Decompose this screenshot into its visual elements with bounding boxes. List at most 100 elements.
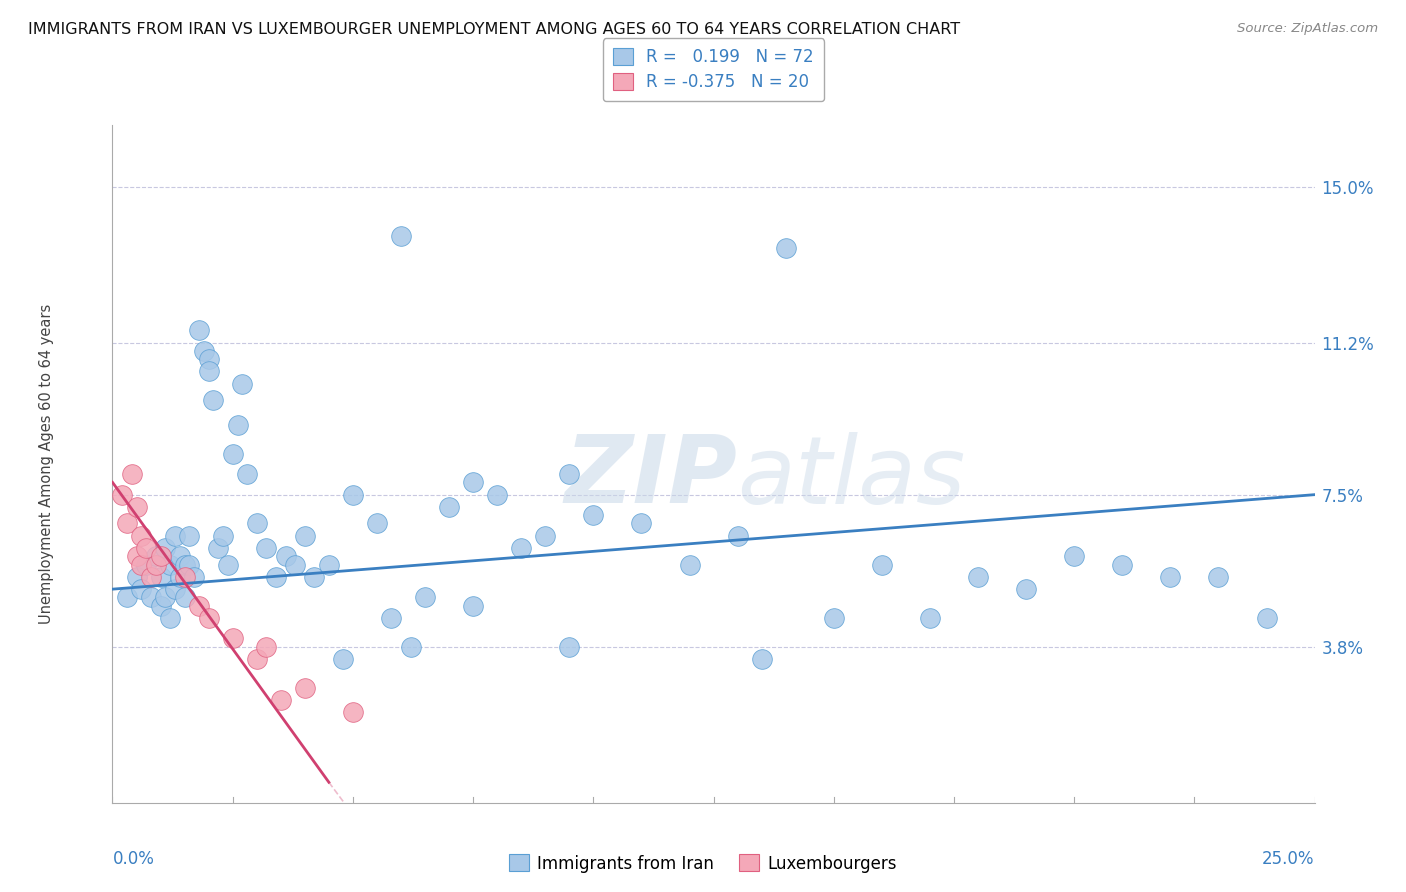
Point [918,611,941,625]
Point [179,558,201,572]
Point [342,706,364,720]
Point [193,343,215,358]
Point [342,488,364,502]
Point [1015,582,1038,596]
Point [188,599,211,613]
Point [534,529,557,543]
Point [870,558,893,572]
Point [304,570,326,584]
Point [111,488,134,502]
Point [1063,549,1085,564]
Point [389,228,412,243]
Point [413,591,436,605]
Point [163,582,186,596]
Point [823,611,845,625]
Point [145,558,167,572]
Point [486,488,509,502]
Text: ZIP: ZIP [565,432,738,524]
Point [510,541,533,555]
Text: 0.0%: 0.0% [112,850,155,868]
Point [284,558,307,572]
Point [751,652,773,666]
Point [222,446,245,460]
Point [1111,558,1133,572]
Point [197,364,219,378]
Point [131,582,153,596]
Point [202,393,225,408]
Point [437,500,460,514]
Point [169,570,191,584]
Point [159,558,181,572]
Point [125,570,148,584]
Point [155,591,177,605]
Text: Unemployment Among Ages 60 to 64 years: Unemployment Among Ages 60 to 64 years [39,303,53,624]
Point [380,611,402,625]
Point [135,541,157,555]
Point [197,611,219,625]
Point [173,570,195,584]
Text: IMMIGRANTS FROM IRAN VS LUXEMBOURGER UNEMPLOYMENT AMONG AGES 60 TO 64 YEARS CORR: IMMIGRANTS FROM IRAN VS LUXEMBOURGER UNE… [28,22,960,37]
Point [226,417,249,432]
Legend: Immigrants from Iran, Luxembourgers: Immigrants from Iran, Luxembourgers [502,847,904,880]
Point [461,599,484,613]
Point [135,558,157,572]
Point [558,467,581,482]
Text: atlas: atlas [738,432,966,523]
Point [207,541,229,555]
Point [173,558,195,572]
Point [1256,611,1278,625]
Point [149,549,172,564]
Point [131,529,153,543]
Point [294,529,316,543]
Point [254,541,277,555]
Point [173,591,195,605]
Point [254,640,277,654]
Point [139,591,162,605]
Point [159,611,181,625]
Point [461,475,484,490]
Point [169,549,191,564]
Point [264,570,287,584]
Point [115,516,138,531]
Point [212,529,235,543]
Point [274,549,297,564]
Point [163,529,186,543]
Point [318,558,340,572]
Point [558,640,581,654]
Point [332,652,354,666]
Point [139,570,162,584]
Legend: R =   0.199   N = 72, R = -0.375   N = 20: R = 0.199 N = 72, R = -0.375 N = 20 [603,38,824,102]
Point [131,558,153,572]
Point [246,652,269,666]
Point [727,529,749,543]
Point [1208,570,1230,584]
Point [1159,570,1181,584]
Point [149,570,172,584]
Point [270,693,292,707]
Point [149,599,172,613]
Point [125,500,148,514]
Point [155,541,177,555]
Point [246,516,269,531]
Point [236,467,259,482]
Point [125,549,148,564]
Point [188,323,211,337]
Point [775,241,797,255]
Point [678,558,700,572]
Point [115,591,138,605]
Point [399,640,422,654]
Text: Source: ZipAtlas.com: Source: ZipAtlas.com [1237,22,1378,36]
Point [582,508,605,523]
Point [630,516,652,531]
Point [145,549,167,564]
Point [294,681,316,695]
Point [967,570,990,584]
Text: 25.0%: 25.0% [1263,850,1315,868]
Point [179,529,201,543]
Point [231,376,253,391]
Point [183,570,205,584]
Point [197,352,219,367]
Point [366,516,388,531]
Point [217,558,239,572]
Point [121,467,143,482]
